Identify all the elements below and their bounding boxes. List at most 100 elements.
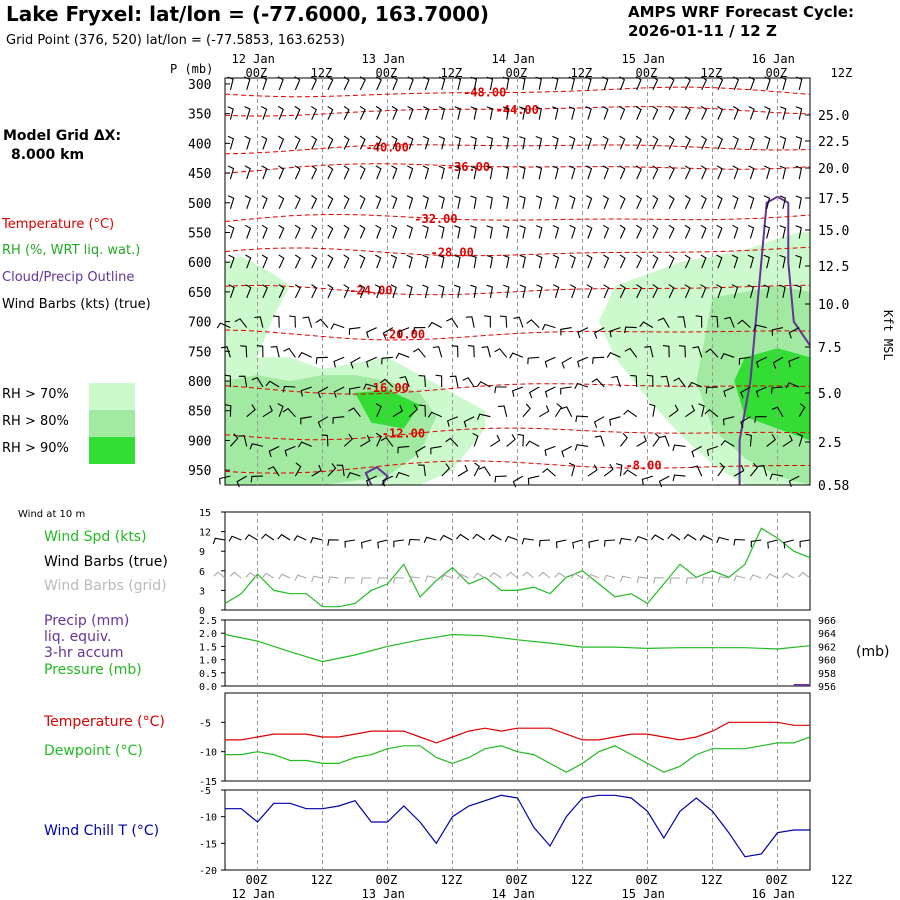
wind-barb [375,105,382,120]
wind-barb-grid [393,577,404,584]
wind-barb [261,195,268,210]
wind-barb [422,224,429,239]
wind-barb [779,225,786,239]
wind-barb [527,475,540,485]
wind-barb [375,224,382,239]
wind-barb [261,106,268,120]
wind-barb [502,165,510,180]
wind-barb [422,195,429,209]
wind-barb [343,165,350,180]
time-tick-label-top: 00Z [376,66,398,80]
wind-barb [745,433,752,447]
legend-pressure: Pressure (mb) [44,662,142,678]
wind-barb-true [733,538,746,546]
wind-barb [244,165,251,180]
wind-barb [522,403,531,418]
wind-barb [348,327,361,335]
wind-barb [449,375,459,388]
temperature-contour [224,144,811,155]
wind-barb [382,327,394,339]
wind-barb [535,76,542,91]
wind-barb [359,224,366,239]
wind-barb [502,225,510,239]
wind-barb [375,165,382,180]
wind-barb [779,165,787,180]
wind-barb [684,254,691,269]
wind-barb [418,375,426,388]
wind-barb [228,224,235,239]
wind-barb [711,315,719,328]
height-tick-label: 0.58 [818,479,849,494]
wind-barb [795,254,802,269]
wind-barb [541,323,556,331]
wind-barb [536,254,543,269]
wind-barb [652,165,659,180]
wind-barb [451,345,459,358]
wind-barb [502,76,510,90]
wind-barb [300,386,312,397]
legend-rh90: RH > 90% [2,441,69,456]
wind-barb [652,105,659,120]
height-tick-label: 2.5 [818,436,841,451]
wind-barb [737,319,751,329]
wind-barb-grid [586,573,600,580]
wind-barb [359,195,366,210]
wind-barb [560,327,572,336]
pressure-tick-label: 850 [188,405,211,420]
height-tick-label: 10.0 [818,298,849,313]
wind-barb [519,254,526,269]
wind-barb-grid [781,572,795,579]
wind-barb [684,105,691,120]
temperature-contour-label: -44.00 [496,103,539,117]
wind-barb-true [439,534,453,541]
wind-barb-true [310,537,323,544]
wind-barb [343,254,350,269]
y-tick-label: -20 [199,866,217,877]
wind-barb-grid [377,577,388,584]
wind-barb [470,254,477,269]
model-grid-title: Model Grid ΔX: [3,128,122,144]
wind-barb [470,136,477,150]
wind-barb [619,165,626,180]
wind-barb [796,432,804,447]
wind-barb [494,386,507,393]
pressure-tick-label: 550 [188,226,211,241]
wind-barb-true [716,536,729,544]
wind-barb-true [799,539,811,548]
wind-barb [359,135,366,150]
wind-barb [519,225,526,239]
wind-barb [569,165,576,180]
wind-barb [278,195,285,210]
wind-barb [441,463,451,477]
temperature-contour-label: -8.00 [626,458,662,472]
wind-barb [672,444,686,452]
wind-barb [380,436,394,447]
wind-barb [327,105,334,120]
wind-barb [438,106,446,120]
wind-barb [278,284,285,299]
wind-barb [512,475,524,488]
wind-barb [785,382,800,389]
wind-barb [438,254,445,269]
temperature-contour [224,460,810,474]
wind-barb [685,404,696,418]
wind-barb [615,463,623,477]
legend-windchill: Wind Chill T (°C) [44,823,160,839]
wind-barb [513,316,524,328]
wind-barb [343,224,350,239]
wind-barb-grid [749,574,762,581]
wind-barb-grid [685,577,697,584]
wind-barb [270,346,280,358]
rh70-swatch [89,383,135,410]
wind-barb [763,284,770,299]
wind-barb [278,224,285,239]
wind-barb [224,374,231,387]
wind-barb [419,404,426,417]
wind-barb [229,433,239,447]
wind-barb [227,195,235,209]
pressure-tick-label: 600 [188,256,211,271]
wind-barb-true [619,537,632,545]
wind-barb [310,105,317,120]
wind-barb [375,135,382,150]
wind-barb [359,76,366,91]
